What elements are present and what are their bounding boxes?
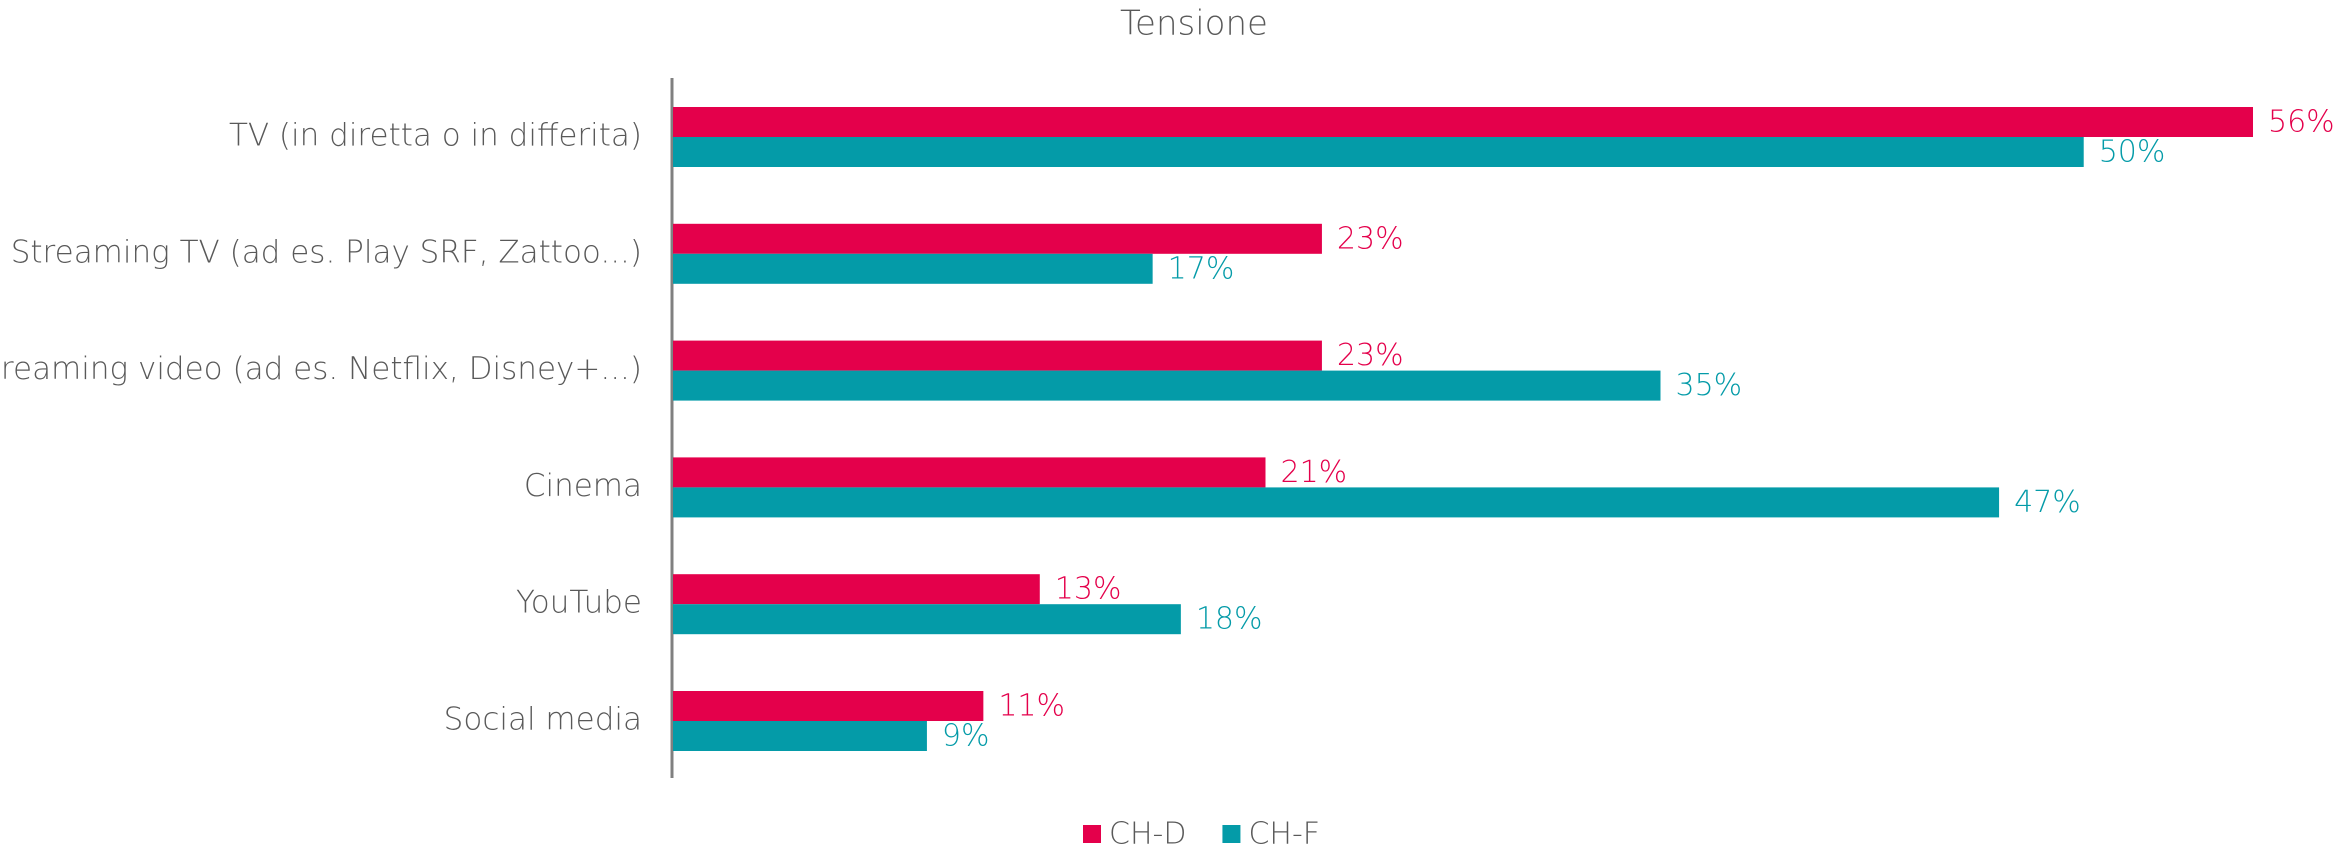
bar (673, 107, 2253, 137)
bar (673, 457, 1266, 488)
category-label: Social media (444, 702, 642, 738)
value-label: 13% (1055, 572, 1122, 607)
value-label: 47% (2014, 485, 2081, 520)
bar (673, 487, 2000, 518)
bar (673, 604, 1181, 635)
value-label: 9% (942, 719, 990, 754)
category-label: TV (in diretta o in differita) (229, 118, 642, 154)
bar (673, 253, 1153, 284)
value-label: 35% (1676, 368, 1743, 403)
value-label: 50% (2099, 135, 2166, 170)
value-label: 21% (1281, 455, 1348, 490)
bar (673, 223, 1322, 254)
category-label: Streaming video (ad es. Netflix, Disney+… (0, 351, 642, 387)
bar (673, 137, 2084, 167)
value-label: 18% (1196, 602, 1263, 637)
legend-swatch (1222, 825, 1241, 843)
value-label: 23% (1337, 338, 1404, 373)
value-label: 56% (2268, 105, 2335, 140)
chart-title: Tensione (1120, 4, 1268, 44)
legend-label: CH-F (1248, 817, 1320, 845)
bar (673, 691, 984, 721)
value-label: 17% (1168, 251, 1235, 286)
legend-swatch (1083, 825, 1101, 843)
bar (673, 340, 1322, 371)
value-label: 11% (998, 689, 1065, 724)
bar (673, 574, 1040, 605)
bar (673, 370, 1661, 401)
bar (673, 721, 927, 751)
category-label: Streaming TV (ad es. Play SRF, Zattoo...… (11, 234, 642, 270)
value-label: 23% (1337, 221, 1404, 256)
legend-label: CH-D (1109, 817, 1186, 845)
category-label: YouTube (516, 585, 642, 621)
category-label: Cinema (524, 468, 642, 504)
